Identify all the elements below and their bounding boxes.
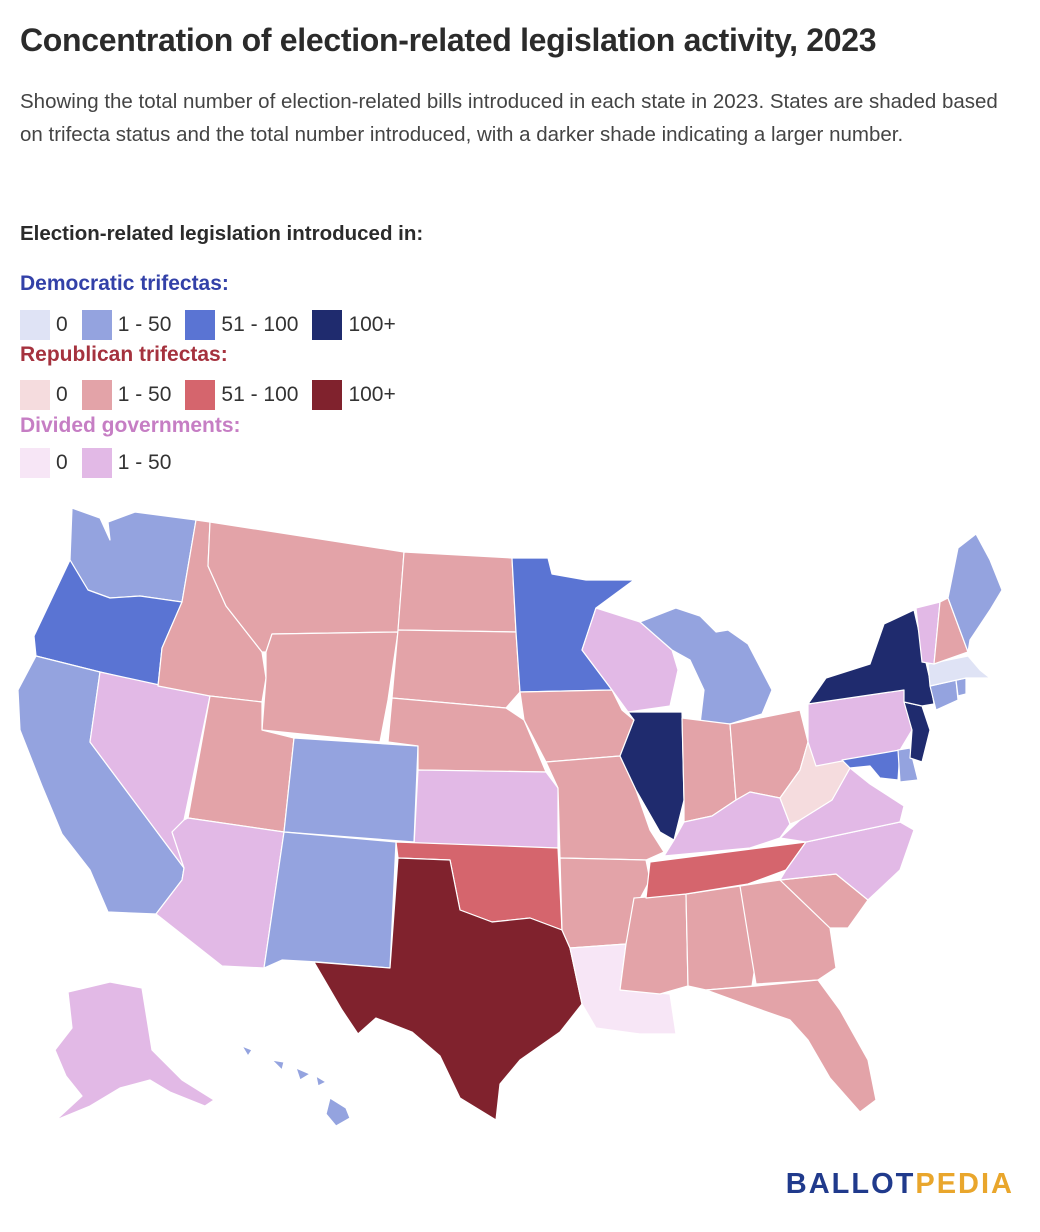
legend-item: 100+ (312, 310, 396, 340)
ballotpedia-logo: BALLOTPEDIA (786, 1168, 1014, 1201)
legend-swatch (81, 380, 112, 410)
legend-swatch (185, 380, 216, 410)
state-ME[interactable] (947, 533, 1003, 653)
state-HI[interactable] (241, 1045, 351, 1127)
legend-item: 51 - 100 (185, 310, 298, 340)
legend-label: 0 (56, 313, 68, 336)
state-RI[interactable] (955, 677, 967, 697)
legend-democratic-title: Democratic trifectas: (20, 272, 229, 295)
legend-republican-title: Republican trifectas: (20, 343, 228, 366)
state-ND[interactable] (397, 551, 517, 633)
legend-swatch (20, 380, 50, 410)
legend-label: 1 - 50 (117, 313, 172, 336)
logo-part-pedia: PEDIA (915, 1168, 1014, 1200)
legend-republican-row: 0 1 - 50 51 - 100 100+ (20, 380, 410, 410)
chart-subtitle: Showing the total number of election-rel… (20, 90, 998, 146)
state-WY[interactable] (261, 631, 399, 743)
state-NC[interactable] (779, 821, 915, 901)
state-FL[interactable] (705, 979, 877, 1113)
chart-title: Concentration of election-related legisl… (20, 22, 877, 58)
legend-item: 0 (20, 448, 68, 478)
state-MI[interactable] (639, 607, 773, 725)
state-NY[interactable] (807, 609, 935, 707)
legend-swatch (312, 380, 343, 410)
legend-item: 51 - 100 (185, 380, 298, 410)
legend-swatch (20, 448, 50, 478)
legend-label: 1 - 50 (117, 383, 172, 406)
legend-divided-title: Divided governments: (20, 414, 241, 437)
state-SD[interactable] (391, 629, 521, 709)
us-states-map (17, 507, 1003, 1127)
state-AZ[interactable] (155, 817, 285, 969)
legend-swatch (20, 310, 50, 340)
state-MA[interactable] (927, 655, 991, 687)
legend-divided-row: 0 1 - 50 (20, 448, 185, 478)
legend-item: 1 - 50 (81, 310, 172, 340)
legend-swatch (185, 310, 216, 340)
legend-label: 100+ (348, 383, 396, 406)
legend-label: 1 - 50 (117, 451, 172, 474)
legend-label: 51 - 100 (221, 313, 299, 336)
state-AK[interactable] (54, 981, 215, 1121)
state-TX[interactable] (313, 857, 583, 1121)
legend-label: 100+ (348, 313, 396, 336)
legend-item: 1 - 50 (81, 380, 172, 410)
legend-item: 1 - 50 (81, 448, 172, 478)
state-NM[interactable] (263, 831, 397, 969)
legend-item: 0 (20, 380, 68, 410)
legend-heading: Election-related legislation introduced … (20, 222, 424, 245)
legend-swatch (312, 310, 343, 340)
legend-item: 100+ (312, 380, 396, 410)
state-KS[interactable] (413, 769, 559, 849)
legend-label: 0 (56, 451, 68, 474)
legend-democratic-row: 0 1 - 50 51 - 100 100+ (20, 310, 410, 340)
legend-swatch (81, 448, 112, 478)
legend-swatch (81, 310, 112, 340)
state-DE[interactable] (897, 747, 919, 783)
legend-label: 0 (56, 383, 68, 406)
legend-item: 0 (20, 310, 68, 340)
legend-label: 51 - 100 (221, 383, 299, 406)
state-CO[interactable] (283, 737, 419, 843)
state-WA[interactable] (69, 507, 197, 603)
logo-part-ballot: BALLOT (785, 1168, 916, 1200)
